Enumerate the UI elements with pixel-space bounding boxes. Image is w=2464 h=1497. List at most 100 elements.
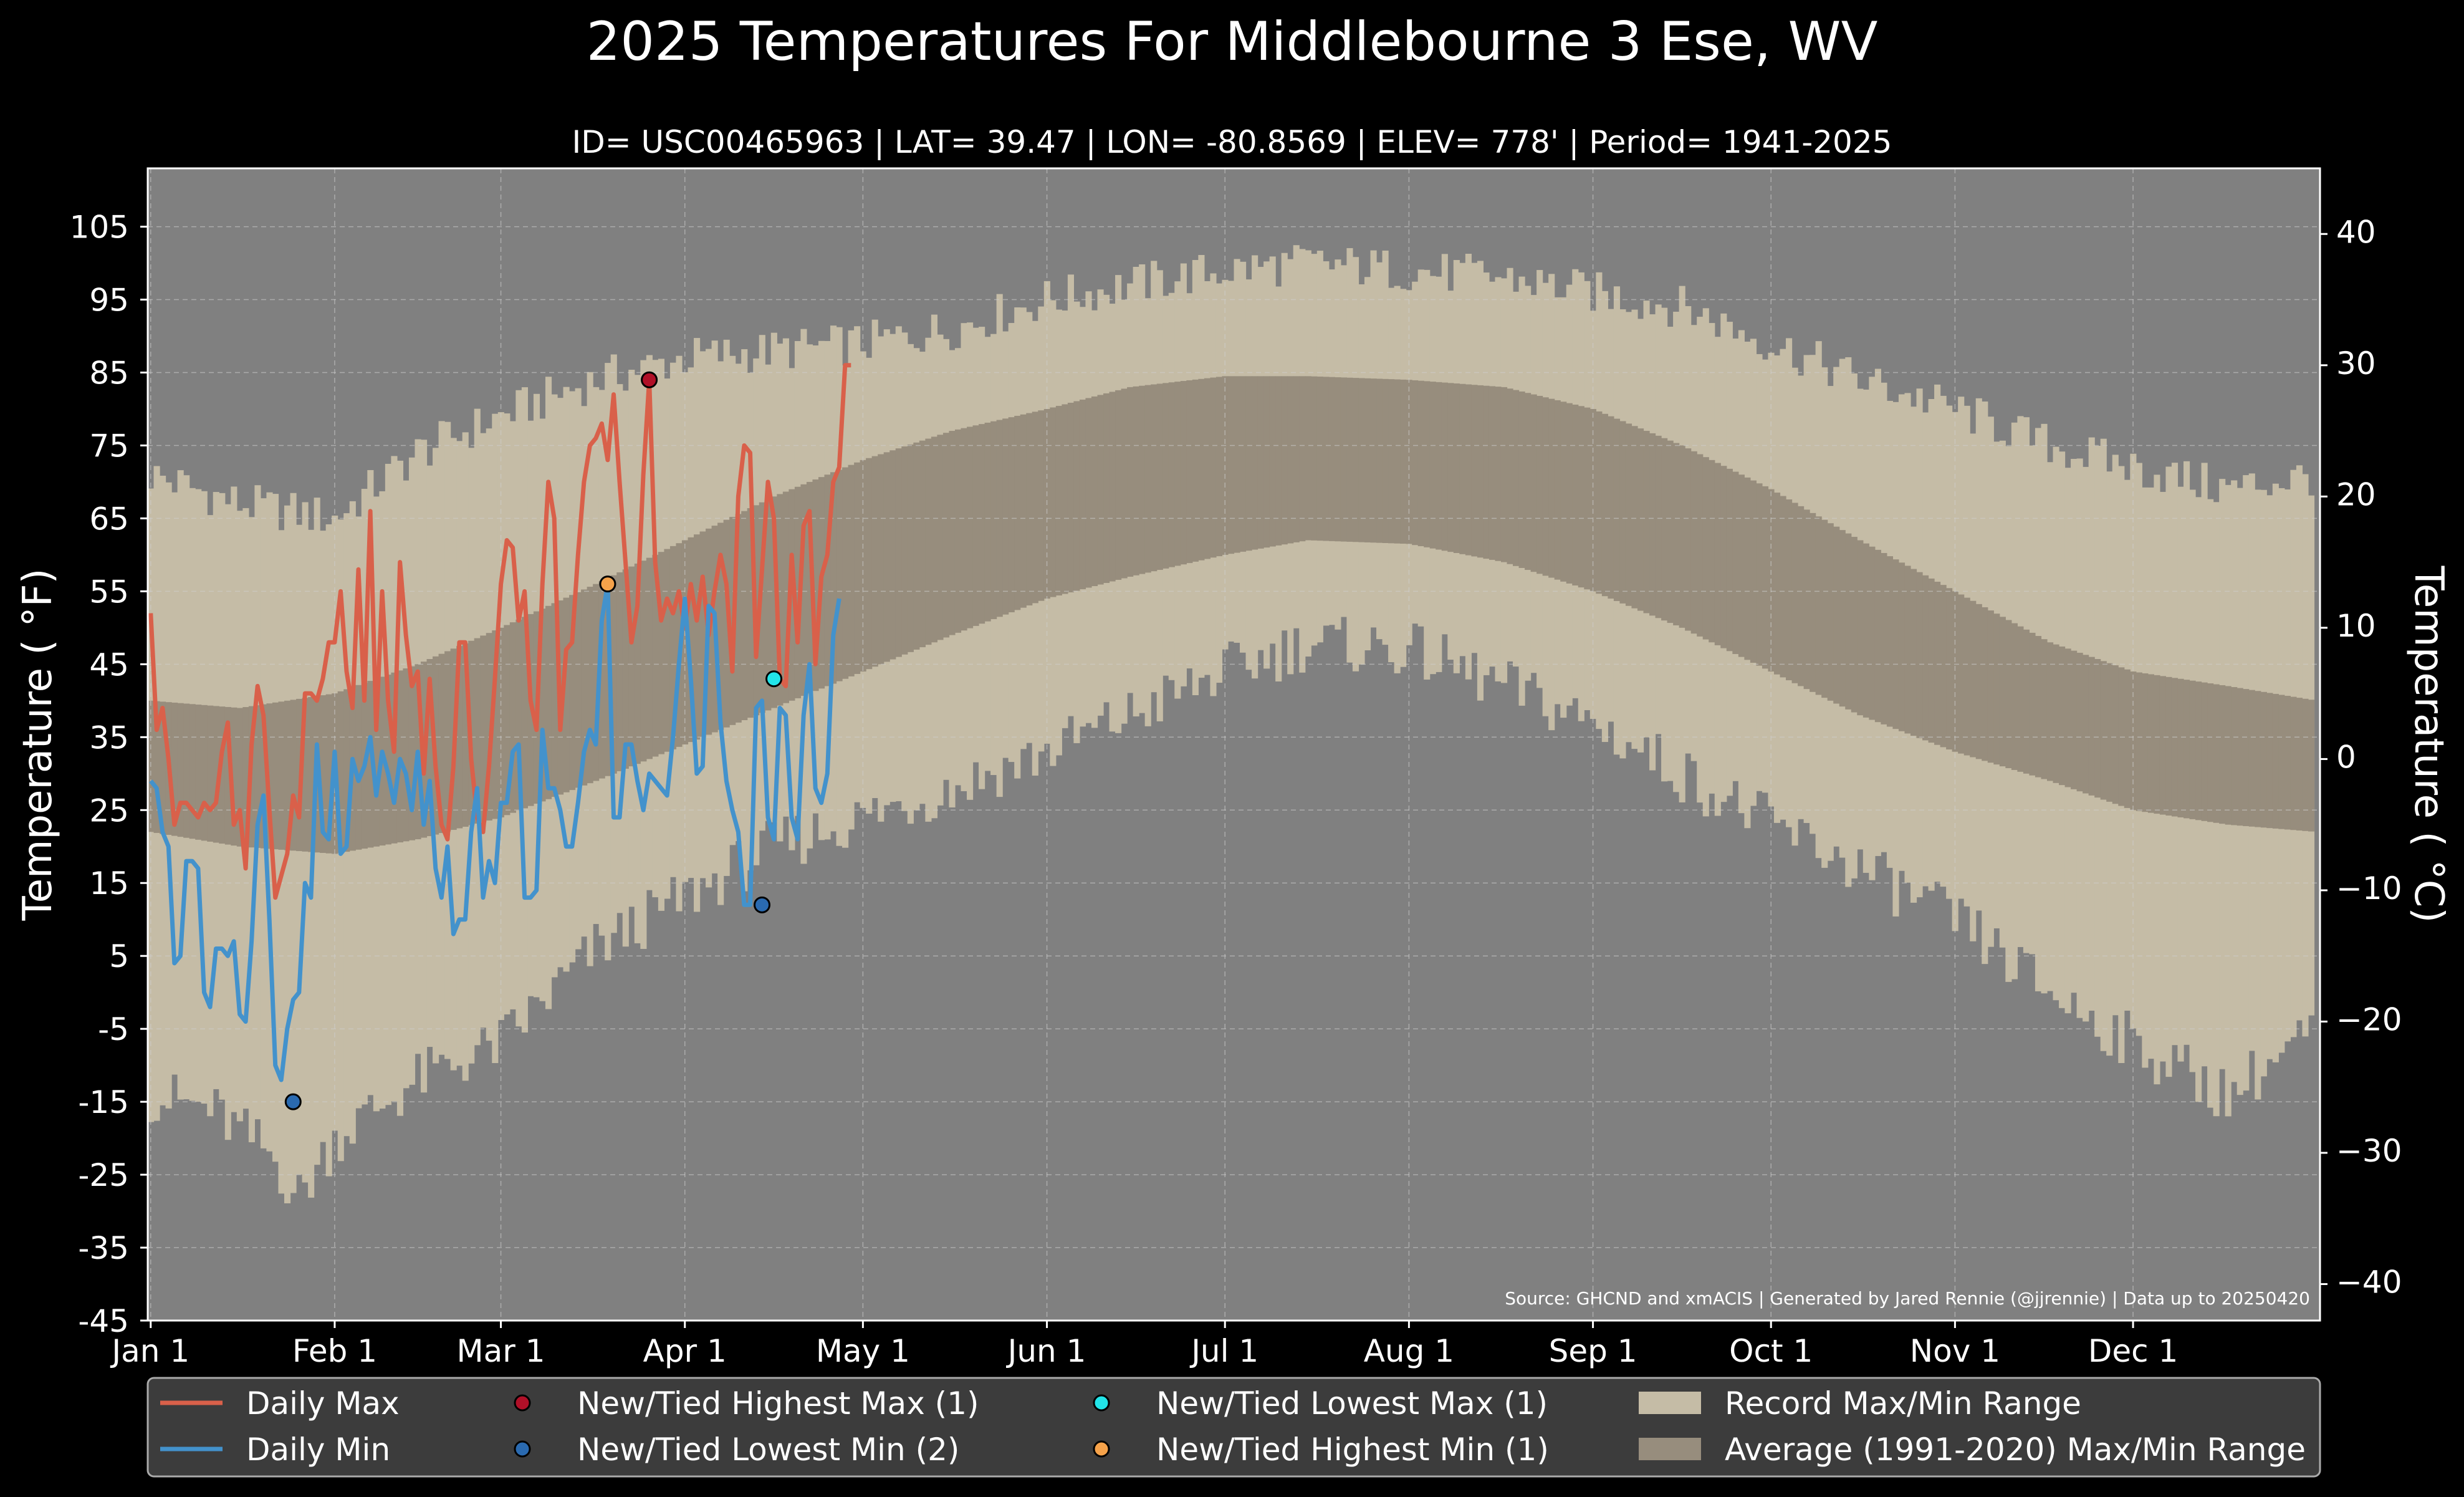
average-range-bar	[1720, 466, 1727, 648]
x-tick-label: Dec 1	[2088, 1333, 2178, 1369]
average-range-bar	[2165, 676, 2172, 816]
average-range-bar	[646, 557, 653, 759]
average-range-bar	[1845, 533, 1852, 710]
average-range-bar	[486, 633, 492, 821]
x-axis-ticks: Jan 1 Feb 1 Mar 1 Apr 1 May 1 Jun 1 Jul 1 Aug 1…	[110, 1321, 2178, 1369]
y-left-tick-label: 45	[89, 647, 129, 683]
average-range-bar	[2284, 696, 2291, 830]
y-axis-right-ticks: −40 −30 −20 −10 0 10 20 30 40	[2320, 214, 2402, 1301]
average-range-bar	[1394, 379, 1401, 544]
average-range-bar	[1151, 384, 1158, 572]
average-range-bar	[2189, 680, 2196, 819]
average-range-bar	[1530, 394, 1537, 572]
daily-min-legend-label: Daily Min	[246, 1432, 390, 1468]
record-range-bar	[278, 530, 285, 1194]
average-range-bar	[242, 707, 249, 847]
daily-min-line	[149, 582, 841, 1082]
average-range-bar	[385, 675, 391, 845]
new-lowest-min-marker	[754, 896, 771, 913]
average-range-bar	[770, 496, 777, 708]
average-range-bar	[765, 499, 772, 711]
y-left-tick-label: -15	[78, 1084, 129, 1120]
average-range-bar	[1833, 526, 1840, 704]
average-range-bar	[1661, 438, 1668, 621]
record-range-legend-label: Record Max/Min Range	[1725, 1385, 2081, 1422]
average-range-bar	[664, 549, 671, 752]
new-lowest-max-legend-swatch	[1093, 1394, 1110, 1412]
average-range-bar	[1210, 377, 1217, 558]
y-left-tick-label: -45	[78, 1303, 129, 1339]
average-range-bar	[2147, 674, 2154, 813]
average-range-bar	[396, 670, 404, 843]
average-range-bar	[634, 563, 641, 764]
average-range-bar	[320, 695, 327, 853]
y-right-tick-label: 0	[2336, 739, 2356, 775]
average-range-bar	[1750, 480, 1757, 663]
average-range-bar	[717, 522, 724, 730]
average-range-bar	[563, 597, 570, 792]
average-range-bar	[1417, 380, 1424, 547]
average-range-bar	[266, 703, 273, 849]
average-range-bar	[373, 678, 380, 847]
average-range-bar	[889, 450, 896, 660]
average-range-bar	[408, 666, 416, 840]
average-range-bar	[1198, 378, 1205, 561]
average-range-bar	[949, 431, 956, 635]
average-range-bar	[1050, 407, 1057, 597]
average-range-bar	[2071, 650, 2078, 789]
average-range-bar	[1892, 559, 1899, 729]
new-lowest-min-legend-swatch	[514, 1440, 531, 1458]
average-range-bar	[990, 421, 997, 619]
average-range-bar	[1798, 506, 1805, 686]
daily-max-line	[148, 363, 851, 900]
average-range-bar	[723, 519, 730, 728]
average-range-bar	[1067, 402, 1075, 593]
average-range-bar	[1352, 378, 1359, 542]
daily-max-legend-label: Daily Max	[246, 1385, 400, 1422]
average-range-bar	[2207, 683, 2214, 822]
series-lines	[148, 363, 851, 1082]
average-range-bar	[1180, 381, 1187, 565]
x-tick-label: Jul 1	[1189, 1333, 1258, 1369]
average-range-bar	[1429, 382, 1436, 549]
average-range-bar	[1726, 468, 1733, 652]
average-range-bar	[272, 702, 279, 850]
average-range-bar	[474, 638, 481, 824]
x-tick-label: Oct 1	[1729, 1333, 1813, 1369]
average-range-bar	[515, 619, 522, 811]
y-left-tick-label: -5	[98, 1011, 129, 1047]
average-range-bar	[1263, 376, 1270, 548]
average-range-bar	[1702, 457, 1709, 640]
average-range-bar	[782, 491, 789, 703]
average-range-bar	[438, 653, 445, 834]
average-range-bar	[1881, 552, 1887, 724]
average-range-bar	[308, 696, 315, 852]
average-range-bar	[1335, 377, 1341, 542]
average-range-bar	[367, 681, 374, 848]
average-range-bar	[207, 705, 214, 842]
average-range-legend-swatch	[1639, 1438, 1701, 1460]
y-left-tick-label: 75	[89, 428, 129, 464]
average-range-bar	[1709, 460, 1715, 643]
average-range-bar	[1495, 387, 1502, 561]
x-tick-label: May 1	[816, 1333, 910, 1369]
average-range-bar	[1097, 395, 1104, 585]
average-range-bar	[1168, 382, 1175, 567]
y-right-tick-label: 20	[2336, 476, 2376, 513]
average-range-bar	[177, 703, 184, 837]
average-range-bar	[1103, 393, 1110, 584]
average-range-bar	[1851, 537, 1858, 713]
chart-title: 2025 Temperatures For Middlebourne 3 Ese…	[586, 11, 1878, 73]
average-range-bar	[1121, 388, 1128, 579]
average-range-bar	[426, 658, 433, 837]
average-range-bar	[806, 481, 813, 694]
average-range-bar	[254, 705, 261, 848]
average-range-bar	[1055, 405, 1062, 596]
new-highest-max-marker	[641, 371, 658, 388]
average-range-bar	[2017, 626, 2024, 772]
average-range-bar	[800, 484, 807, 696]
average-range-bar	[2046, 642, 2054, 781]
y-right-tick-label: 30	[2336, 345, 2376, 382]
average-range-bar	[1518, 391, 1525, 568]
average-range-bar	[1940, 585, 1947, 748]
